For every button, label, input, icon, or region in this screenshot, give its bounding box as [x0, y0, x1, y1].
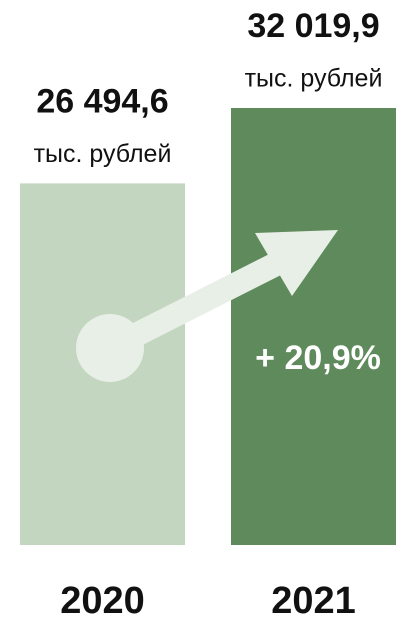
category-label: 2020 [60, 580, 145, 618]
value-label: 32 019,9 [247, 7, 379, 45]
category-label: 2021 [271, 580, 356, 618]
unit-label: тыс. рублей [245, 65, 383, 93]
value-label: 26 494,6 [36, 82, 168, 120]
bars: 26 494,6 тыс. рублей 2020 32 019,9 тыс. рубл… [20, 7, 396, 618]
arrow-head [255, 230, 338, 296]
arrow-start [76, 314, 144, 382]
growth-annotation: + 20,9% [255, 339, 381, 377]
growth-arrow [76, 230, 338, 382]
unit-label: тыс. рублей [34, 140, 172, 168]
bar [231, 108, 396, 545]
